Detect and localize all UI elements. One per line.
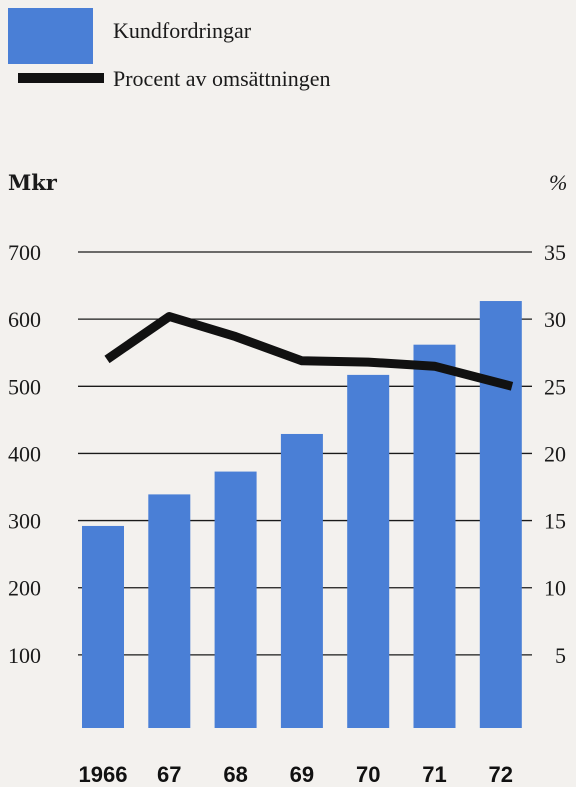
legend-bar-swatch [8, 8, 93, 64]
x-tick-label: 69 [290, 762, 314, 787]
right-tick-label: 25 [544, 374, 566, 399]
right-tick-label: 30 [544, 307, 566, 332]
left-tick-label: 200 [8, 576, 41, 601]
bar-72 [479, 301, 522, 728]
x-tick-label: 68 [223, 762, 247, 787]
bar-68 [214, 471, 257, 728]
left-tick-label: 600 [8, 307, 41, 332]
bar-70 [347, 374, 390, 728]
x-tick-label: 70 [356, 762, 380, 787]
x-tick-label: 71 [422, 762, 446, 787]
left-tick-label: 500 [8, 374, 41, 399]
left-axis-title: Mkr [8, 170, 58, 195]
right-tick-label: 10 [544, 576, 566, 601]
bars [82, 301, 522, 728]
right-axis-title: % [549, 170, 567, 195]
legend-bar-label: Kundfordringar [113, 18, 252, 43]
bar-71 [413, 344, 456, 728]
left-tick-label: 300 [8, 509, 41, 534]
x-tick-label: 67 [157, 762, 181, 787]
legend-line-label: Procent av omsättningen [113, 66, 331, 91]
bar-1966 [82, 525, 124, 728]
x-tick-label: 1966 [79, 762, 128, 787]
right-tick-label: 20 [544, 441, 566, 466]
right-tick-label: 35 [544, 240, 566, 265]
bar-69 [280, 433, 323, 728]
legend: Kundfordringar Procent av omsättningen [8, 8, 331, 91]
x-tick-label: 72 [489, 762, 513, 787]
left-tick-label: 100 [8, 643, 41, 668]
right-tick-label: 5 [555, 643, 566, 668]
tick-labels: 100 200 300 400 500 600 700 5 10 15 20 25 30 35 1966 67… [8, 240, 566, 787]
bar-67 [148, 494, 191, 728]
left-tick-label: 700 [8, 240, 41, 265]
line-series [104, 312, 514, 391]
legend-line-swatch [18, 73, 104, 83]
right-tick-label: 15 [544, 509, 566, 534]
left-tick-label: 400 [8, 441, 41, 466]
